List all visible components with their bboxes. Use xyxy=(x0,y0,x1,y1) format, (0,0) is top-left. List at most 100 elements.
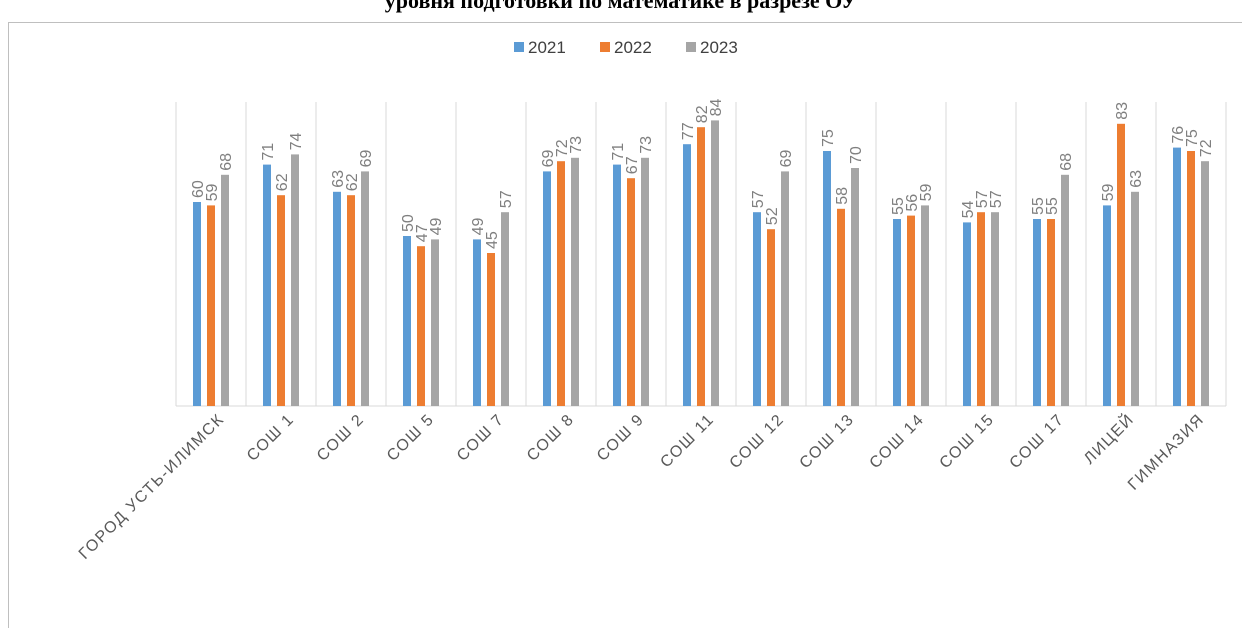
category-label: СОШ 11 xyxy=(657,411,717,471)
bar-2021 xyxy=(473,239,481,406)
category-label: СОШ 5 xyxy=(384,411,438,465)
bar-2021 xyxy=(753,212,761,406)
bar-2021 xyxy=(613,164,621,406)
data-label-2022: 58 xyxy=(834,187,851,205)
data-label-2021: 63 xyxy=(330,170,347,188)
data-label-2022: 55 xyxy=(1044,197,1061,215)
bar-2023 xyxy=(361,171,369,406)
category-label: СОШ 14 xyxy=(867,411,928,472)
bar-2022 xyxy=(977,212,985,406)
data-label-2021: 71 xyxy=(610,143,627,161)
data-label-2021: 60 xyxy=(190,180,207,198)
bar-2022 xyxy=(837,208,845,406)
legend-label-2023: 2023 xyxy=(700,38,738,57)
bar-2022 xyxy=(487,253,495,406)
bar-2023 xyxy=(431,239,439,406)
data-label-2023: 74 xyxy=(288,133,305,151)
bar-2022 xyxy=(207,205,215,406)
bar-2022 xyxy=(1117,123,1125,407)
data-label-2021: 69 xyxy=(540,150,557,168)
legend-swatch-2021 xyxy=(514,42,524,52)
data-label-2023: 49 xyxy=(428,218,445,236)
data-label-2022: 83 xyxy=(1114,102,1131,120)
bar-2022 xyxy=(907,215,915,406)
data-label-2022: 52 xyxy=(764,207,781,225)
category-label: СОШ 12 xyxy=(727,411,788,472)
bar-2021 xyxy=(193,202,201,406)
bar-2023 xyxy=(221,174,229,406)
bar-2021 xyxy=(1033,219,1041,406)
data-label-2022: 67 xyxy=(624,156,641,174)
legend-label-2021: 2021 xyxy=(528,38,566,57)
bar-2022 xyxy=(697,127,705,406)
data-label-2021: 55 xyxy=(1030,197,1047,215)
data-label-2023: 70 xyxy=(848,146,865,164)
data-label-2021: 55 xyxy=(890,197,907,215)
category-label: СОШ 17 xyxy=(1007,411,1068,472)
bar-2023 xyxy=(641,157,649,406)
bar-2021 xyxy=(263,164,271,406)
bar-2023 xyxy=(1201,161,1209,406)
category-label: СОШ 8 xyxy=(524,411,578,465)
bar-2023 xyxy=(501,212,509,406)
bar-2023 xyxy=(1131,191,1139,406)
data-label-2021: 77 xyxy=(680,122,697,140)
data-label-2023: 57 xyxy=(988,190,1005,208)
bar-2022 xyxy=(627,178,635,406)
chart-frame xyxy=(8,22,1242,628)
data-label-2021: 75 xyxy=(820,129,837,147)
category-label: СОШ 13 xyxy=(797,411,858,472)
data-label-2023: 68 xyxy=(218,153,235,171)
bar-2023 xyxy=(921,205,929,406)
bar-2021 xyxy=(543,171,551,406)
bar-2021 xyxy=(683,144,691,406)
data-label-2021: 76 xyxy=(1170,126,1187,144)
bar-2021 xyxy=(333,191,341,406)
bar-2023 xyxy=(851,168,859,406)
data-label-2023: 63 xyxy=(1128,170,1145,188)
bar-2022 xyxy=(767,229,775,406)
bar-2022 xyxy=(1187,151,1195,406)
category-label: ГОРОД УСТЬ-ИЛИМСК xyxy=(76,411,228,563)
category-label: СОШ 15 xyxy=(937,411,998,472)
bar-2022 xyxy=(277,195,285,406)
category-label: СОШ 1 xyxy=(244,411,298,465)
legend-swatch-2023 xyxy=(686,42,696,52)
bar-2022 xyxy=(1047,219,1055,406)
data-label-2021: 54 xyxy=(960,201,977,219)
bar-2023 xyxy=(571,157,579,406)
bar-2023 xyxy=(781,171,789,406)
data-label-2021: 57 xyxy=(750,190,767,208)
data-label-2022: 82 xyxy=(694,105,711,123)
data-label-2023: 59 xyxy=(918,184,935,202)
bar-2023 xyxy=(1061,174,1069,406)
category-label: СОШ 2 xyxy=(314,411,368,465)
bar-2022 xyxy=(347,195,355,406)
category-label: ЛИЦЕЙ xyxy=(1079,409,1137,467)
data-label-2021: 71 xyxy=(260,143,277,161)
legend-swatch-2022 xyxy=(600,42,610,52)
data-label-2023: 73 xyxy=(568,136,585,154)
data-label-2022: 56 xyxy=(904,194,921,212)
bar-2021 xyxy=(823,151,831,406)
data-label-2022: 62 xyxy=(344,173,361,191)
data-label-2023: 68 xyxy=(1058,153,1075,171)
data-label-2022: 72 xyxy=(554,139,571,157)
data-label-2022: 57 xyxy=(974,190,991,208)
data-label-2023: 69 xyxy=(358,150,375,168)
data-label-2022: 45 xyxy=(484,231,501,249)
category-label: СОШ 7 xyxy=(454,411,508,465)
bar-2021 xyxy=(893,219,901,406)
bar-2023 xyxy=(291,154,299,406)
bar-2022 xyxy=(417,246,425,406)
category-label: СОШ 9 xyxy=(594,411,648,465)
data-label-2021: 50 xyxy=(400,214,417,232)
data-label-2022: 75 xyxy=(1184,129,1201,147)
data-label-2023: 84 xyxy=(708,99,725,117)
chart-title: уровня подготовки по математике в разрез… xyxy=(384,0,858,13)
data-label-2022: 62 xyxy=(274,173,291,191)
data-label-2023: 57 xyxy=(498,190,515,208)
data-label-2022: 47 xyxy=(414,224,431,242)
legend-label-2022: 2022 xyxy=(614,38,652,57)
